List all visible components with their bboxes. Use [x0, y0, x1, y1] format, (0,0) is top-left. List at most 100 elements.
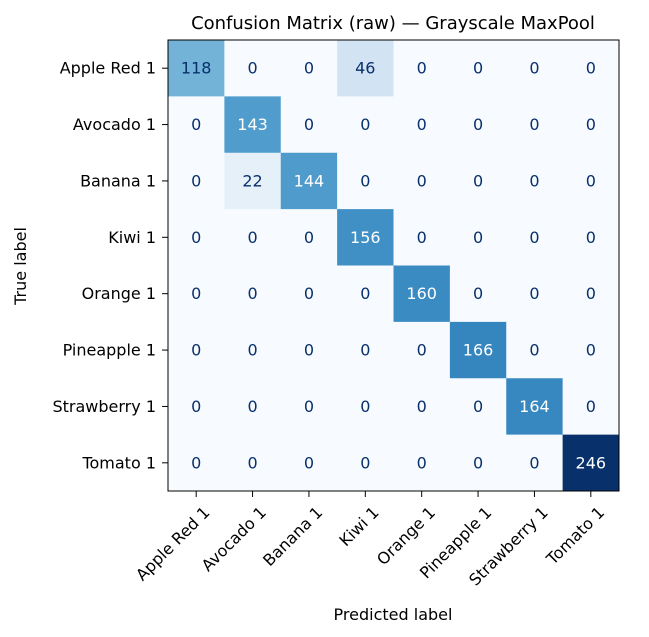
- heatmap-cells: [168, 40, 620, 492]
- heatmap-cell: [337, 152, 394, 210]
- heatmap-cell: [506, 321, 564, 379]
- heatmap-cell: [224, 378, 282, 436]
- heatmap-cell: [393, 152, 451, 210]
- heatmap-cell: [168, 209, 225, 266]
- cell-value-label: 0: [191, 341, 201, 360]
- heatmap-cell: [280, 434, 338, 492]
- heatmap-cell: [224, 265, 282, 323]
- cell-value-label: 0: [247, 228, 257, 247]
- heatmap-cell: [562, 321, 620, 379]
- cell-value-label: 0: [304, 284, 314, 303]
- heatmap-cell: [562, 96, 620, 154]
- heatmap-cell: [506, 378, 564, 436]
- cell-value-label: 0: [360, 341, 370, 360]
- cell-value-label: 22: [242, 171, 262, 190]
- cell-value-label: 0: [473, 397, 483, 416]
- cell-value-label: 0: [473, 59, 483, 78]
- heatmap-cell: [506, 40, 564, 97]
- cell-value-label: 0: [191, 228, 201, 247]
- heatmap-cell: [280, 152, 338, 210]
- y-tick-label: Avocado 1: [73, 115, 156, 134]
- y-tick-label: Strawberry 1: [52, 397, 156, 416]
- cell-value-label: 156: [350, 228, 381, 247]
- cell-value-label: 0: [417, 341, 427, 360]
- heatmap-cell: [337, 265, 394, 323]
- heatmap-cell: [337, 96, 394, 154]
- cell-value-label: 0: [247, 397, 257, 416]
- heatmap-cell: [393, 209, 451, 266]
- cell-value-label: 164: [519, 397, 550, 416]
- cell-value-label: 0: [473, 453, 483, 472]
- heatmap-cell: [168, 321, 225, 379]
- cell-value-label: 118: [181, 59, 212, 78]
- cell-value-label: 0: [586, 341, 596, 360]
- heatmap-cell: [562, 434, 620, 492]
- cell-value-label: 0: [529, 341, 539, 360]
- y-axis: Apple Red 1 Avocado 1 Banana 1 Kiwi 1 Orange…: [52, 59, 168, 472]
- y-axis-label: True label: [11, 227, 30, 306]
- chart-title: Confusion Matrix (raw) — Grayscale MaxPo…: [191, 13, 595, 34]
- heatmap-cell: [337, 321, 394, 379]
- y-tick-label: Orange 1: [82, 284, 156, 303]
- cell-value-label: 143: [237, 115, 268, 134]
- heatmap-cell: [506, 434, 564, 492]
- cell-value-label: 0: [417, 115, 427, 134]
- heatmap-cell: [506, 96, 564, 154]
- heatmap-cell: [280, 378, 338, 436]
- heatmap-cell: [168, 434, 225, 492]
- heatmap-cell: [562, 152, 620, 210]
- x-axis-label: Predicted label: [334, 605, 453, 624]
- heatmap-cell: [562, 265, 620, 323]
- cell-value-label: 160: [406, 284, 437, 303]
- heatmap-cell: [506, 265, 564, 323]
- heatmap-cell: [337, 40, 394, 97]
- cell-value-label: 0: [417, 59, 427, 78]
- cell-value-label: 0: [529, 284, 539, 303]
- cell-value-label: 46: [355, 59, 375, 78]
- heatmap-cell: [168, 265, 225, 323]
- heatmap-cell: [224, 152, 282, 210]
- cell-value-label: 0: [586, 115, 596, 134]
- cell-value-label: 0: [247, 453, 257, 472]
- cell-value-label: 0: [360, 453, 370, 472]
- heatmap-cell: [562, 40, 620, 97]
- heatmap-cell: [280, 265, 338, 323]
- heatmap-cell: [562, 209, 620, 266]
- heatmap-cell: [280, 96, 338, 154]
- heatmap-cell: [393, 378, 451, 436]
- cell-value-label: 0: [417, 228, 427, 247]
- heatmap-cell: [449, 96, 507, 154]
- heatmap-cell: [280, 40, 338, 97]
- heatmap-cell: [337, 209, 394, 266]
- heatmap-cell: [337, 434, 394, 492]
- cell-value-label: 144: [294, 171, 325, 190]
- y-tick-label: Apple Red 1: [60, 59, 156, 78]
- cell-value-label: 0: [529, 115, 539, 134]
- heatmap-cell: [168, 152, 225, 210]
- cell-value-label: 0: [360, 171, 370, 190]
- cell-value-label: 0: [529, 171, 539, 190]
- heatmap-cell: [449, 434, 507, 492]
- cell-value-label: 0: [304, 59, 314, 78]
- heatmap-cell: [449, 40, 507, 97]
- cell-value-label: 0: [304, 453, 314, 472]
- cell-value-label: 0: [360, 284, 370, 303]
- cell-value-label: 0: [417, 171, 427, 190]
- cell-value-label: 0: [247, 341, 257, 360]
- heatmap-cell: [224, 434, 282, 492]
- cell-value-label: 0: [586, 228, 596, 247]
- cell-value-labels: 118 0 0 46 0 0 0 0 0 143 0 0 0 0 0 0 0 22 144 0 0 0 0 0 0 0 0 156 0 0…: [181, 59, 606, 473]
- cell-value-label: 0: [417, 453, 427, 472]
- heatmap-cell: [393, 96, 451, 154]
- heatmap-cell: [224, 209, 282, 266]
- cell-value-label: 0: [529, 453, 539, 472]
- cell-value-label: 0: [529, 59, 539, 78]
- heatmap-cell: [506, 152, 564, 210]
- cell-value-label: 0: [586, 171, 596, 190]
- plot-frame: [167, 39, 620, 492]
- heatmap-cell: [449, 209, 507, 266]
- cell-value-label: 166: [463, 341, 494, 360]
- cell-value-label: 246: [576, 453, 607, 472]
- heatmap-cell: [168, 96, 225, 154]
